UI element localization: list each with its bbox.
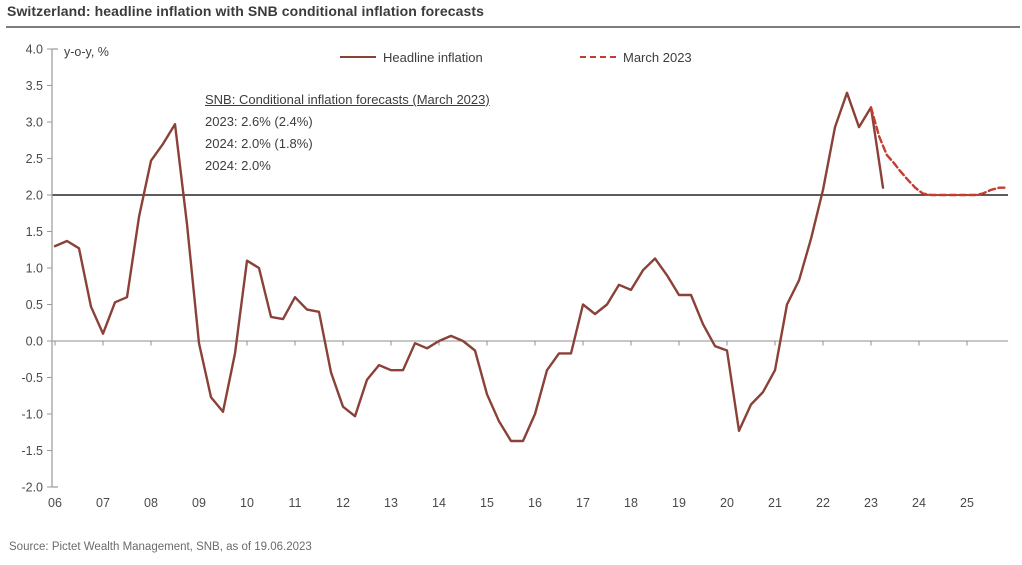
x-tick-label: 19 xyxy=(672,496,686,510)
x-tick-label: 13 xyxy=(384,496,398,510)
snb-forecast-annotation: SNB: Conditional inflation forecasts (Ma… xyxy=(205,89,490,177)
x-tick-label: 25 xyxy=(960,496,974,510)
y-tick-label: 0.5 xyxy=(26,298,43,312)
page-title: Switzerland: headline inflation with SNB… xyxy=(7,3,485,19)
annotation-line-2025: 2024: 2.0% xyxy=(205,158,271,173)
x-tick-label: 20 xyxy=(720,496,734,510)
y-tick-label: -1.0 xyxy=(21,408,43,422)
y-tick-label: -0.5 xyxy=(21,371,43,385)
x-tick-label: 11 xyxy=(289,496,302,510)
legend-label-march-2023: March 2023 xyxy=(623,49,692,65)
x-tick-label: 12 xyxy=(336,496,350,510)
x-tick-label: 22 xyxy=(816,496,830,510)
x-tick-label: 18 xyxy=(624,496,638,510)
y-tick-label: 2.0 xyxy=(26,189,43,203)
x-tick-label: 24 xyxy=(912,496,926,510)
y-tick-label: -2.0 xyxy=(21,481,43,495)
title-separator xyxy=(6,26,1020,28)
y-tick-label: -1.5 xyxy=(21,444,43,458)
y-tick-label: 3.0 xyxy=(26,116,43,130)
annotation-line-2024: 2024: 2.0% (1.8%) xyxy=(205,136,313,151)
x-tick-label: 14 xyxy=(432,496,446,510)
y-tick-label: 1.0 xyxy=(26,262,43,276)
x-tick-label: 06 xyxy=(48,496,62,510)
x-tick-label: 15 xyxy=(480,496,494,510)
series-forecast-dashed xyxy=(869,106,1006,197)
x-tick-label: 21 xyxy=(768,496,782,510)
x-tick-label: 17 xyxy=(576,496,590,510)
y-tick-label: 1.5 xyxy=(26,225,43,239)
dashed-line-swatch-icon xyxy=(580,56,616,58)
y-tick-label: 4.0 xyxy=(26,43,43,57)
legend-item-march-2023: March 2023 xyxy=(580,49,692,65)
y-tick-label: 2.5 xyxy=(26,152,43,166)
x-tick-label: 23 xyxy=(864,496,878,510)
legend-label-headline: Headline inflation xyxy=(383,49,483,65)
x-tick-label: 07 xyxy=(96,496,110,510)
series-headline-solid xyxy=(53,91,885,443)
solid-line-swatch-icon xyxy=(340,56,376,58)
y-axis-unit-label: y-o-y, % xyxy=(64,45,109,59)
x-tick-label: 16 xyxy=(528,496,542,510)
y-tick-label: 3.5 xyxy=(26,79,43,93)
x-tick-label: 08 xyxy=(144,496,158,510)
x-tick-label: 10 xyxy=(240,496,254,510)
source-note: Source: Pictet Wealth Management, SNB, a… xyxy=(9,541,312,553)
x-tick-label: 09 xyxy=(192,496,206,510)
legend-item-headline: Headline inflation xyxy=(340,49,483,65)
annotation-header: SNB: Conditional inflation forecasts (Ma… xyxy=(205,92,490,107)
y-tick-label: 0.0 xyxy=(26,335,43,349)
annotation-line-2023: 2023: 2.6% (2.4%) xyxy=(205,114,313,129)
